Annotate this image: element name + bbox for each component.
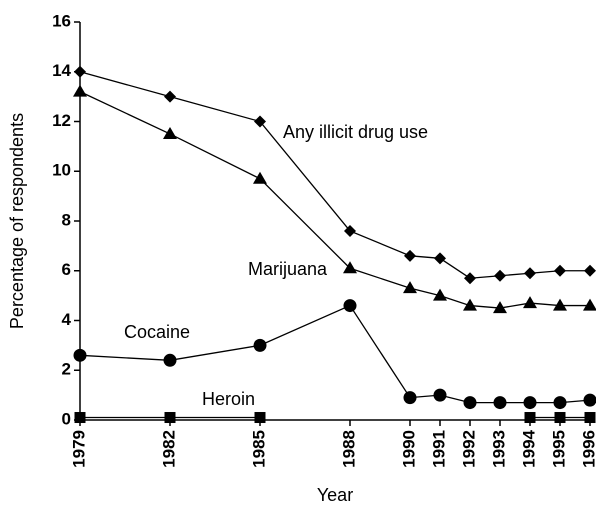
series-line <box>79 304 591 404</box>
marker <box>253 338 267 352</box>
y-tick-label: 16 <box>52 11 71 30</box>
marker <box>164 90 176 103</box>
marker <box>553 396 567 410</box>
x-tick-label: 1991 <box>429 430 448 468</box>
series-label: Heroin <box>202 389 255 409</box>
marker <box>73 84 87 97</box>
x-tick-label: 1979 <box>69 430 88 468</box>
x-tick-label: 1990 <box>399 430 418 468</box>
marker <box>73 348 87 362</box>
y-tick-label: 14 <box>52 61 71 80</box>
y-axis-label: Percentage of respondents <box>7 113 27 329</box>
series-line <box>79 71 590 279</box>
marker <box>403 391 417 405</box>
marker <box>524 412 536 424</box>
marker <box>554 412 566 424</box>
marker <box>74 412 86 424</box>
x-tick-label: 1992 <box>459 430 478 468</box>
series-label: Any illicit drug use <box>283 122 428 142</box>
marker <box>583 393 596 407</box>
x-tick-label: 1995 <box>549 430 568 468</box>
marker <box>554 264 566 277</box>
marker <box>493 301 507 314</box>
y-tick-label: 0 <box>62 409 71 428</box>
series-label: Marijuana <box>248 259 328 279</box>
marker <box>584 412 596 424</box>
marker <box>343 299 357 313</box>
marker <box>434 252 446 265</box>
marker <box>463 298 477 311</box>
marker <box>463 396 477 410</box>
marker <box>493 396 507 410</box>
marker <box>343 261 357 274</box>
y-tick-label: 12 <box>52 111 71 130</box>
marker <box>403 281 417 294</box>
y-tick-label: 8 <box>62 210 71 229</box>
x-tick-label: 1988 <box>339 430 358 468</box>
x-tick-label: 1994 <box>519 429 538 467</box>
marker <box>584 264 596 277</box>
marker <box>163 126 177 139</box>
marker <box>163 353 177 367</box>
axes <box>79 22 590 421</box>
x-tick-label: 1993 <box>489 430 508 468</box>
x-tick-label: 1985 <box>249 430 268 468</box>
series-label: Cocaine <box>124 322 190 342</box>
marker <box>523 396 537 410</box>
marker <box>74 65 86 78</box>
marker <box>254 412 266 424</box>
marker <box>433 388 447 402</box>
marker <box>464 272 476 285</box>
x-tick-label: 1996 <box>579 430 596 468</box>
marker <box>344 224 356 237</box>
marker <box>523 296 537 309</box>
x-tick-label: 1982 <box>159 430 178 468</box>
marker <box>494 269 506 282</box>
marker <box>553 298 567 311</box>
marker <box>253 171 267 184</box>
x-axis-label: Year <box>317 485 353 505</box>
y-tick-label: 10 <box>52 161 71 180</box>
marker <box>404 249 416 262</box>
marker <box>433 288 447 301</box>
marker <box>524 267 536 280</box>
y-tick-label: 4 <box>62 310 72 329</box>
marker <box>254 115 266 128</box>
marker <box>583 298 596 311</box>
marker <box>164 412 176 424</box>
y-tick-label: 6 <box>62 260 71 279</box>
y-tick-label: 2 <box>62 360 71 379</box>
